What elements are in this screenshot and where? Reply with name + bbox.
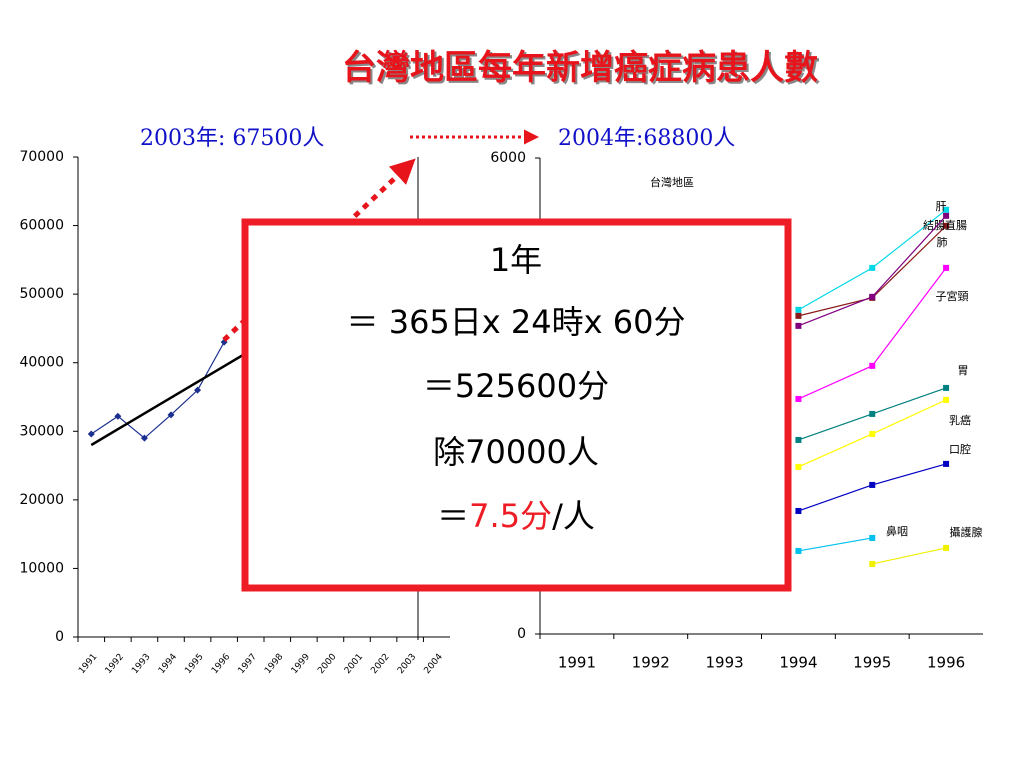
- callout-line: 1年: [490, 241, 542, 279]
- y-tick-label: 50000: [19, 286, 64, 302]
- point: [795, 395, 802, 402]
- point: [795, 322, 802, 329]
- callout-line: ＝ 365日x 24時x 60分: [347, 303, 686, 341]
- x-tick-label: 2003: [396, 652, 418, 676]
- point: [869, 264, 876, 271]
- x-tick-label: 2002: [369, 652, 391, 676]
- series-label: 肺: [937, 236, 948, 249]
- x-tick-label: 1993: [705, 654, 743, 672]
- point: [943, 206, 950, 213]
- x-tick-label: 1996: [927, 654, 965, 672]
- y-tick-label: 40000: [19, 355, 64, 371]
- y-tick-label: 20000: [19, 492, 64, 508]
- y-tick-label: 70000: [19, 149, 64, 165]
- x-tick-label: 1998: [263, 652, 286, 676]
- point: [795, 507, 802, 514]
- point: [869, 430, 876, 437]
- point: [795, 436, 802, 443]
- point: [943, 264, 950, 271]
- series-line: [798, 537, 873, 552]
- point: [943, 544, 950, 551]
- callout-box: [241, 218, 792, 592]
- callout-line: ＝525600分: [423, 367, 609, 405]
- point: [87, 430, 95, 438]
- series-line: [90, 341, 225, 439]
- x-tick-label: 1999: [290, 652, 313, 676]
- x-tick-label: 1995: [183, 652, 205, 676]
- series-line: [90, 349, 252, 447]
- x-tick-label: 1994: [157, 652, 180, 676]
- point: [943, 222, 950, 229]
- callout-line: ＝7.5分/人: [437, 497, 595, 535]
- y-tick-label: 30000: [19, 423, 64, 439]
- x-tick-label: 2004: [423, 652, 446, 676]
- x-tick-label: 1996: [210, 652, 233, 676]
- point: [140, 434, 148, 442]
- point: [943, 384, 950, 391]
- point: [869, 293, 876, 300]
- callout-part: ＝: [437, 497, 469, 535]
- series-line: [872, 547, 947, 565]
- annotation: 2003年: 67500人: [140, 126, 324, 151]
- series-line: [798, 267, 947, 400]
- y-tick-label: 0: [55, 629, 64, 645]
- callout-part: 7.5分: [469, 497, 552, 535]
- point: [795, 547, 802, 554]
- x-tick-label: 1991: [77, 652, 99, 676]
- point: [869, 534, 876, 541]
- callout-line: 除70000人: [433, 433, 599, 471]
- x-tick-label: 1995: [853, 654, 891, 672]
- x-tick-label: 1997: [237, 652, 259, 676]
- series-label: 乳癌: [949, 413, 971, 427]
- point: [795, 312, 802, 319]
- point: [869, 410, 876, 417]
- series-label: 鼻咽: [886, 524, 908, 538]
- x-tick-label: 2001: [343, 652, 365, 676]
- y-tick-label: 60000: [19, 218, 64, 234]
- point: [194, 386, 202, 394]
- series-label: 肝: [936, 200, 947, 213]
- series-label: 結腸直腸: [923, 218, 967, 232]
- point: [943, 212, 950, 219]
- x-tick-label: 1992: [632, 654, 670, 672]
- callout-part: /人: [552, 497, 595, 535]
- x-tick-label: 1993: [130, 652, 152, 676]
- x-tick-label: 1992: [104, 652, 126, 676]
- series-label: 口腔: [949, 442, 971, 456]
- x-tick-label: 1994: [779, 654, 817, 672]
- x-tick-label: 2000: [316, 652, 339, 676]
- y-tick-label: 10000: [19, 560, 64, 576]
- point: [869, 362, 876, 369]
- y-tick-label: 0: [517, 626, 526, 642]
- point: [943, 396, 950, 403]
- title: 台灣地區每年新增癌症病患人數: [342, 48, 818, 88]
- point: [114, 412, 122, 420]
- point: [167, 411, 175, 419]
- point: [795, 306, 802, 313]
- annotation: 2004年:68800人: [558, 126, 735, 151]
- chart-title: 台灣地區: [650, 175, 694, 189]
- x-tick-label: 1991: [558, 654, 596, 672]
- title-shadow: 台灣地區每年新增癌症病患人數: [344, 50, 820, 90]
- point: [943, 460, 950, 467]
- point: [869, 560, 876, 567]
- y-tick-label: 6000: [490, 150, 526, 166]
- charts: 0100002000030000400005000060000700001991…: [19, 149, 983, 676]
- series-label: 子宮頸: [936, 289, 969, 303]
- point: [869, 481, 876, 488]
- point: [795, 463, 802, 470]
- series-label: 攝護腺: [950, 525, 983, 539]
- series-label: 胃: [958, 364, 969, 377]
